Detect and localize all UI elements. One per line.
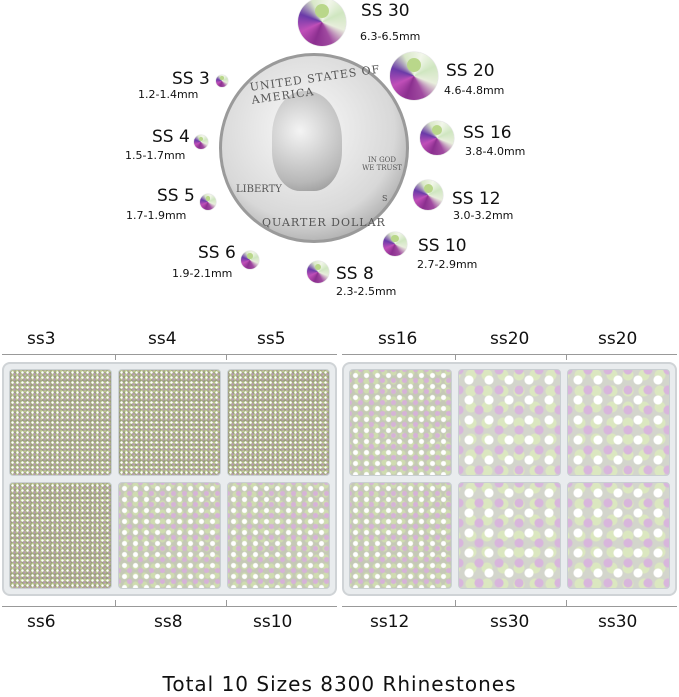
box-label: ss20 xyxy=(490,329,530,349)
compartment-ss5 xyxy=(227,369,330,476)
bracket-tick xyxy=(566,600,567,606)
size-mm: 1.2-1.4mm xyxy=(138,88,199,101)
total-caption: Total 10 Sizes 8300 Rhinestones xyxy=(162,672,517,696)
bracket-tick xyxy=(455,600,456,606)
bracket-tick xyxy=(115,600,116,606)
gem-ss30 xyxy=(298,0,346,46)
bracket-tick xyxy=(115,354,116,360)
compartment-ss3 xyxy=(9,369,112,476)
compartment-ss30 xyxy=(458,482,561,589)
box-label: ss6 xyxy=(27,612,56,632)
bracket-tick xyxy=(455,354,456,360)
compartment-ss20 xyxy=(458,369,561,476)
box-label: ss8 xyxy=(154,612,183,632)
box-label: ss30 xyxy=(490,612,530,632)
bracket-tick xyxy=(226,600,227,606)
size-label: SS 5 xyxy=(157,186,195,206)
compartment-ss20 xyxy=(567,369,670,476)
compartment-ss10 xyxy=(227,482,330,589)
coin-liberty: LIBERTY xyxy=(236,184,282,195)
size-mm: 4.6-4.8mm xyxy=(444,84,505,97)
box-label: ss3 xyxy=(27,329,56,349)
bracket-line xyxy=(342,606,677,607)
compartment-ss6 xyxy=(9,482,112,589)
box-label: ss20 xyxy=(598,329,638,349)
size-mm: 3.0-3.2mm xyxy=(453,209,514,222)
size-mm: 2.7-2.9mm xyxy=(417,258,478,271)
quarter-coin: UNITED STATES OF AMERICA IN GOD WE TRUST… xyxy=(219,53,409,243)
box-label: ss5 xyxy=(257,329,286,349)
size-label: SS 10 xyxy=(418,236,467,256)
compartment-ss30 xyxy=(567,482,670,589)
bracket-tick xyxy=(226,354,227,360)
bracket-line xyxy=(2,606,337,607)
size-label: SS 6 xyxy=(198,243,236,263)
size-label: SS 12 xyxy=(452,189,501,209)
compartment-ss8 xyxy=(118,482,221,589)
coin-bottom-text: QUARTER DOLLAR xyxy=(262,216,386,229)
gem-ss4 xyxy=(194,135,208,149)
compartment-ss12 xyxy=(349,482,452,589)
size-label: SS 4 xyxy=(152,127,190,147)
gem-ss8 xyxy=(307,261,329,283)
gem-ss12 xyxy=(413,180,443,210)
size-mm: 1.5-1.7mm xyxy=(125,149,186,162)
size-mm: 1.7-1.9mm xyxy=(126,209,187,222)
bracket-line xyxy=(2,354,337,355)
box-label: ss4 xyxy=(148,329,177,349)
size-mm: 1.9-2.1mm xyxy=(172,267,233,280)
size-label: SS 20 xyxy=(446,61,495,81)
box-label: ss16 xyxy=(378,329,418,349)
gem-ss10 xyxy=(383,232,407,256)
coin-motto: IN GOD WE TRUST xyxy=(362,156,402,172)
size-mm: 3.8-4.0mm xyxy=(465,145,526,158)
bracket-line xyxy=(342,354,677,355)
gem-ss3 xyxy=(216,75,228,87)
compartment-ss4 xyxy=(118,369,221,476)
storage-box-right xyxy=(342,362,677,596)
gem-ss20 xyxy=(390,52,438,100)
size-label: SS 3 xyxy=(172,69,210,89)
size-label: SS 30 xyxy=(361,1,410,21)
size-label: SS 16 xyxy=(463,123,512,143)
washington-portrait xyxy=(272,91,342,191)
coin-mint: S xyxy=(382,194,388,203)
gem-ss5 xyxy=(200,194,216,210)
box-label: ss10 xyxy=(253,612,293,632)
box-label: ss12 xyxy=(370,612,410,632)
gem-ss16 xyxy=(420,121,454,155)
coin-top-text: UNITED STATES OF AMERICA xyxy=(248,62,382,107)
size-mm: 6.3-6.5mm xyxy=(360,30,421,43)
box-label: ss30 xyxy=(598,612,638,632)
size-label: SS 8 xyxy=(336,264,374,284)
bracket-tick xyxy=(566,354,567,360)
compartment-ss16 xyxy=(349,369,452,476)
gem-ss6 xyxy=(241,251,259,269)
storage-box-left xyxy=(2,362,337,596)
size-mm: 2.3-2.5mm xyxy=(336,285,397,298)
